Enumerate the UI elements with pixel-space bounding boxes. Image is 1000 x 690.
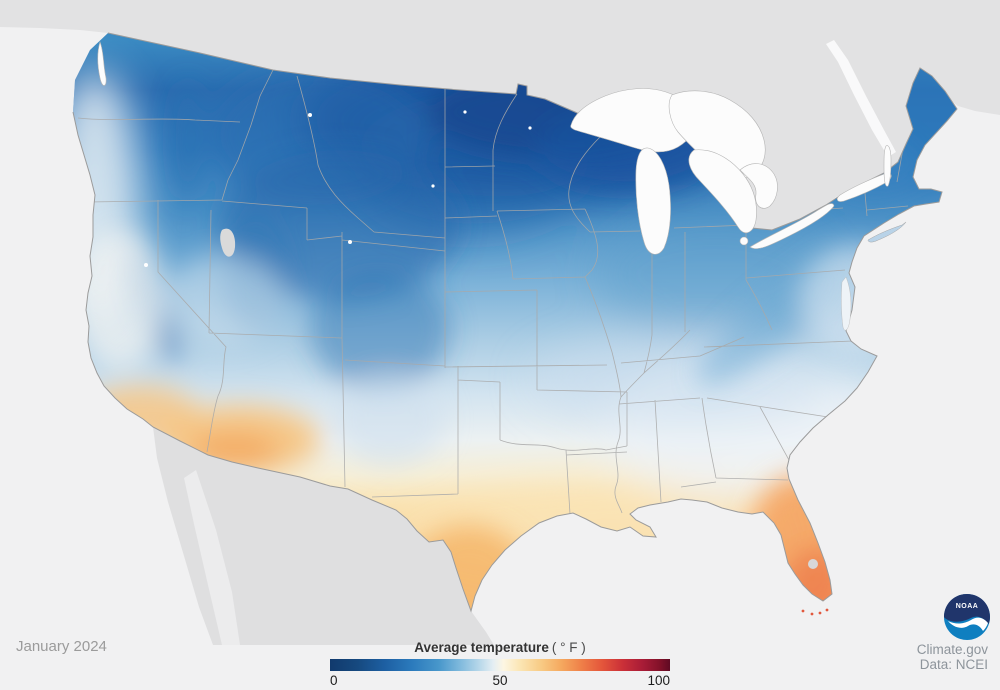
legend-title: Average temperature( ° F ) xyxy=(330,640,670,655)
chesapeake-bay xyxy=(841,276,852,331)
lake-champlain xyxy=(883,145,892,187)
credit-source: Climate.gov xyxy=(916,642,988,657)
small-lakes xyxy=(144,110,532,267)
noaa-logo-text: NOAA xyxy=(956,603,979,610)
st-lawrence-river xyxy=(826,40,896,157)
noaa-seagull-icon xyxy=(948,617,988,631)
lake-erie xyxy=(749,203,835,249)
colorbar-ticks: 0 50 100 xyxy=(330,673,670,688)
great-salt-lake xyxy=(220,228,236,257)
date-label: January 2024 xyxy=(16,638,107,655)
tick-0: 0 xyxy=(330,673,338,688)
noaa-logo: NOAA xyxy=(944,594,990,640)
credit-data: Data: NCEI xyxy=(919,657,988,672)
tick-50: 50 xyxy=(492,673,508,688)
us-border-outline xyxy=(72,32,958,613)
legend: Average temperature( ° F ) 0 50 100 xyxy=(330,640,670,688)
state-borders xyxy=(77,69,909,515)
florida-keys xyxy=(801,608,829,616)
lake-michigan xyxy=(635,147,671,255)
legend-unit: ( ° F ) xyxy=(551,640,586,655)
great-lakes xyxy=(97,41,892,255)
lake-st-clair xyxy=(739,236,749,246)
puget-sound xyxy=(97,41,107,86)
long-island xyxy=(867,221,907,243)
noaa-logo-sky xyxy=(944,594,990,624)
temperature-colorbar xyxy=(330,659,670,671)
tick-100: 100 xyxy=(647,673,670,688)
gulf-of-california xyxy=(184,470,240,645)
lake-huron xyxy=(688,149,757,234)
lake-okeechobee xyxy=(808,559,818,569)
mexico-landmass xyxy=(153,427,494,645)
georgian-bay xyxy=(739,163,778,209)
credits: Climate.gov Data: NCEI xyxy=(917,642,988,672)
legend-title-text: Average temperature xyxy=(414,640,549,655)
